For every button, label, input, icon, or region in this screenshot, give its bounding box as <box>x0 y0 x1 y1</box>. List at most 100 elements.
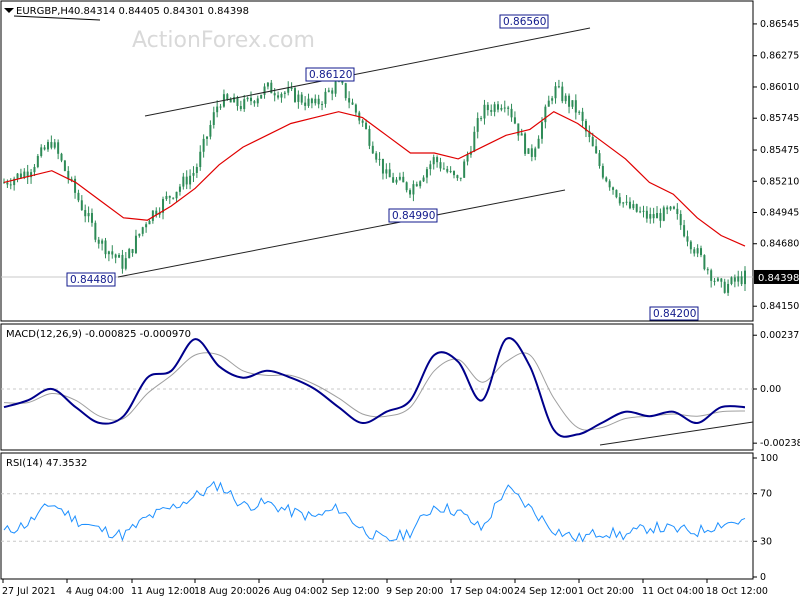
candle-body <box>209 124 212 137</box>
candle-body <box>111 251 114 255</box>
candle-body <box>3 182 5 184</box>
candle-body <box>216 106 219 113</box>
candle-body <box>297 94 300 102</box>
candle-body <box>500 107 503 110</box>
candle-body <box>290 87 293 89</box>
candle-body <box>595 146 598 154</box>
candle-body <box>287 87 290 93</box>
candle-body <box>510 108 513 118</box>
candle-body <box>409 190 412 195</box>
macd-signal-line <box>3 352 746 431</box>
candle-body <box>395 179 398 183</box>
macd-header: MACD(12,26,9) -0.000825 -0.000970 <box>6 329 191 340</box>
candle-body <box>622 202 625 204</box>
candle-body <box>578 111 581 113</box>
candle-body <box>107 251 110 255</box>
candle-body <box>6 182 9 185</box>
candle-body <box>90 213 93 223</box>
candle-body <box>530 148 533 157</box>
candle-body <box>131 249 134 254</box>
price-tick-label: 0.86275 <box>760 51 799 62</box>
price-annotation-label: 0.84990 <box>392 210 435 222</box>
candle-body <box>23 171 26 178</box>
price-annotation-box <box>66 272 116 287</box>
moving-average <box>3 110 746 247</box>
candle-body <box>534 148 537 157</box>
candle-body <box>720 278 723 282</box>
candle-body <box>689 241 692 250</box>
candle-body <box>683 225 686 237</box>
candle-body <box>490 110 493 112</box>
candle-body <box>706 269 709 271</box>
x-tick-label: 17 Sep 04:00 <box>450 586 513 597</box>
candle-body <box>304 102 307 106</box>
candle-body <box>70 178 73 180</box>
ma-series-line <box>3 110 746 247</box>
candle-body <box>212 112 215 125</box>
candle-body <box>733 277 736 282</box>
candle-body <box>280 93 283 98</box>
candle-body <box>581 111 584 121</box>
candle-body <box>723 281 726 293</box>
candle-body <box>30 172 33 178</box>
price-tick-label: 0.84150 <box>760 301 799 312</box>
candle-body <box>588 131 591 137</box>
candle-body <box>584 120 587 132</box>
candle-body <box>497 104 499 110</box>
candle-body <box>253 101 256 104</box>
candle-body <box>544 106 547 123</box>
candle-body <box>517 123 520 136</box>
candle-body <box>84 210 87 217</box>
candle-body <box>659 213 662 221</box>
candle-body <box>737 276 740 282</box>
candle-body <box>293 88 296 102</box>
candle-body <box>50 142 53 148</box>
candle-body <box>202 138 205 152</box>
candle-body <box>36 155 39 167</box>
rsi-tick-label: 100 <box>760 453 778 464</box>
dropdown-arrow-icon[interactable] <box>4 8 14 13</box>
candle-body <box>740 276 743 285</box>
rsi-header: RSI(14) 47.3532 <box>6 458 87 469</box>
ohlc-label: 0.84314 0.84405 0.84301 0.84398 <box>74 6 249 17</box>
candle-body <box>429 164 432 170</box>
candle-body <box>250 97 252 102</box>
rsi-chart: 100 70 30 0 <box>1 453 778 583</box>
price-annotation-label: 0.84480 <box>70 274 113 286</box>
candle-body <box>206 136 209 139</box>
candle-body <box>368 128 371 146</box>
candle-body <box>385 169 388 174</box>
candle-body <box>503 107 506 109</box>
macd-panel-frame <box>0 323 754 451</box>
price-tick-label: 0.86010 <box>760 82 799 93</box>
candle-body <box>134 235 137 254</box>
candle-body <box>628 201 631 209</box>
candle-body <box>317 98 320 105</box>
candle-body <box>300 94 303 103</box>
candle-body <box>158 212 161 215</box>
candle-body <box>348 98 351 103</box>
candle-body <box>189 175 192 185</box>
macd-tick-label: -0.002387 <box>760 438 800 449</box>
candle-body <box>118 254 121 258</box>
candle-body <box>26 171 29 178</box>
price-tick-label: 0.85210 <box>760 176 799 187</box>
candle-body <box>243 99 246 110</box>
candle-body <box>277 95 280 98</box>
candle-body <box>436 157 439 163</box>
candle-body <box>182 176 185 187</box>
candle-body <box>632 204 635 209</box>
candle-body <box>537 138 540 149</box>
candle-body <box>398 176 401 180</box>
x-tick-label: 4 Aug 04:00 <box>66 586 124 597</box>
candle-body <box>87 213 90 217</box>
candle-body <box>686 236 689 242</box>
candle-body <box>652 214 655 219</box>
candle-body <box>425 169 428 178</box>
candle-body <box>219 106 222 108</box>
candle-body <box>598 153 601 166</box>
candle-body <box>310 98 313 104</box>
candle-body <box>378 158 381 160</box>
